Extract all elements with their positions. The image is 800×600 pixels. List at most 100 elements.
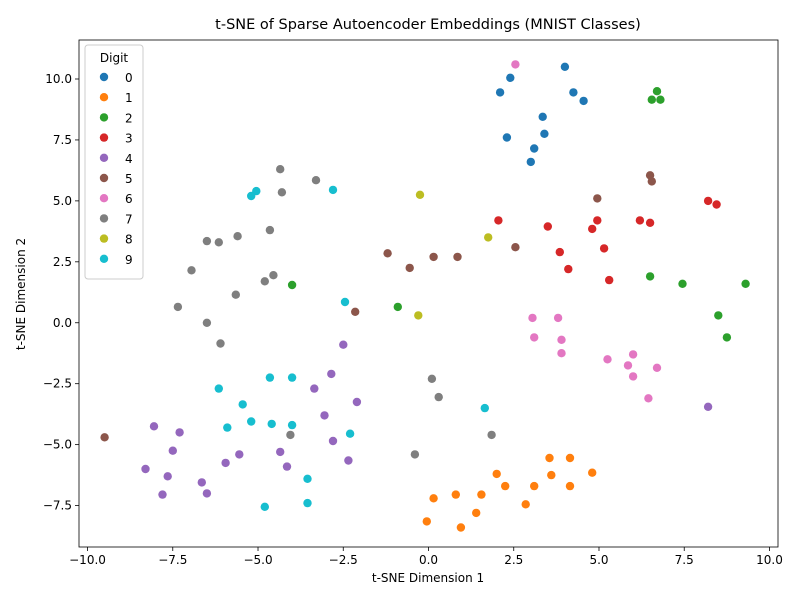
point-digit-2-6: [287, 280, 297, 290]
y-axis: −7.5 −5.0 −2.5 0.0 2.5 5.0 7.5 10.0: [43, 72, 79, 513]
point-digit-0-1: [506, 73, 515, 83]
legend: Digit 0 1 2 3 4 5 6 7 8 9: [84, 44, 144, 280]
y-tick-label: 7.5: [53, 133, 72, 147]
legend-label-6: 6: [125, 192, 133, 206]
x-tick-label: 0.0: [419, 553, 438, 567]
y-tick-label: 10.0: [45, 72, 72, 86]
y-tick-label: 5.0: [53, 194, 72, 208]
x-tick-label: −2.5: [329, 553, 358, 567]
point-digit-1-2: [588, 468, 597, 477]
point-digit-4-4: [320, 411, 329, 420]
point-digit-9-1: [247, 191, 256, 201]
legend-label-1: 1: [125, 91, 133, 105]
legend-marker-7: [99, 214, 109, 223]
x-tick-label: 10.0: [756, 553, 783, 567]
point-digit-4-7: [168, 446, 177, 455]
point-digit-4-10: [235, 450, 244, 459]
point-digit-1-4: [547, 470, 556, 480]
point-digit-7-7: [187, 266, 196, 275]
point-digit-7-4: [233, 232, 242, 241]
point-digit-9-9: [247, 417, 256, 426]
legend-marker-1: [99, 93, 109, 102]
legend-label-7: 7: [125, 212, 133, 226]
legend-label-4: 4: [125, 152, 133, 166]
point-digit-9-14: [303, 474, 312, 483]
point-digit-9-8: [480, 403, 489, 413]
point-digit-4-6: [175, 428, 184, 437]
point-digit-9-4: [265, 373, 275, 382]
x-tick-label: 2.5: [504, 553, 523, 567]
point-digit-2-2: [656, 95, 665, 104]
point-digit-5-4: [383, 249, 392, 258]
x-tick-label: −7.5: [158, 553, 187, 567]
point-digit-4-1: [327, 369, 336, 379]
legend-label-8: 8: [125, 233, 133, 247]
point-digit-9-15: [303, 498, 312, 508]
point-digit-6-9: [652, 363, 662, 372]
legend-marker-9: [99, 254, 109, 263]
point-digit-5-2: [593, 194, 602, 203]
point-digit-6-1: [528, 313, 537, 323]
point-digit-3-10: [564, 264, 573, 274]
point-digit-7-9: [260, 277, 269, 286]
point-digit-7-11: [173, 302, 183, 312]
point-digit-3-2: [593, 216, 602, 225]
point-digit-7-0: [276, 165, 285, 174]
point-digit-6-7: [603, 355, 612, 364]
point-digit-7-1: [311, 176, 321, 185]
point-digit-8-1: [484, 233, 493, 242]
point-digit-9-5: [287, 373, 297, 382]
point-digit-9-11: [287, 420, 297, 430]
legend-label-5: 5: [125, 172, 133, 186]
point-digit-1-13: [422, 517, 431, 526]
point-digit-4-12: [221, 458, 230, 468]
legend-label-2: 2: [125, 111, 133, 125]
point-digit-5-7: [405, 263, 414, 273]
point-digit-6-2: [553, 313, 563, 323]
legend-label-3: 3: [125, 132, 133, 146]
point-digit-2-1: [647, 95, 656, 104]
point-digit-2-4: [678, 279, 687, 288]
point-digit-9-10: [267, 419, 276, 429]
point-digit-3-0: [494, 216, 503, 225]
point-digit-3-8: [599, 244, 609, 253]
point-digit-3-6: [712, 200, 721, 209]
point-digit-3-4: [645, 218, 655, 227]
point-digit-7-6: [214, 238, 223, 247]
point-digit-1-8: [429, 494, 438, 503]
point-digit-1-12: [472, 508, 481, 518]
point-digit-4-17: [158, 490, 167, 499]
legend-marker-3: [99, 133, 109, 142]
point-digit-4-18: [202, 489, 212, 498]
point-digit-5-5: [429, 252, 438, 262]
point-digit-2-5: [741, 279, 750, 288]
point-digit-4-13: [282, 462, 292, 471]
point-digit-0-6: [502, 133, 512, 142]
legend-marker-2: [99, 113, 109, 122]
point-digit-3-9: [555, 247, 564, 257]
point-digit-4-2: [310, 384, 319, 393]
point-digit-7-8: [269, 271, 278, 280]
point-digit-3-5: [703, 196, 713, 206]
point-digit-0-4: [579, 96, 588, 106]
point-digit-4-19: [703, 402, 713, 411]
point-digit-4-11: [344, 456, 353, 465]
point-digit-1-14: [456, 523, 466, 532]
point-digit-3-7: [588, 224, 597, 234]
y-axis-title: t-SNE Dimension 2: [14, 238, 28, 350]
point-digit-3-3: [635, 216, 645, 225]
point-digit-1-6: [530, 481, 539, 491]
x-tick-label: −10.0: [69, 553, 106, 567]
point-digit-7-10: [231, 290, 240, 299]
point-digit-6-8: [623, 361, 633, 370]
y-tick-label: −5.0: [43, 438, 72, 452]
x-tick-label: −5.0: [243, 553, 272, 567]
legend-marker-0: [99, 72, 109, 82]
chart-title: t-SNE of Sparse Autoencoder Embeddings (…: [215, 17, 641, 33]
point-digit-6-0: [511, 60, 520, 69]
point-digit-2-9: [722, 333, 732, 342]
legend-entries: 0 1 2 3 4 5 6 7 8 9: [99, 71, 133, 267]
point-digit-9-7: [238, 400, 247, 409]
y-tick-label: 2.5: [53, 255, 72, 269]
